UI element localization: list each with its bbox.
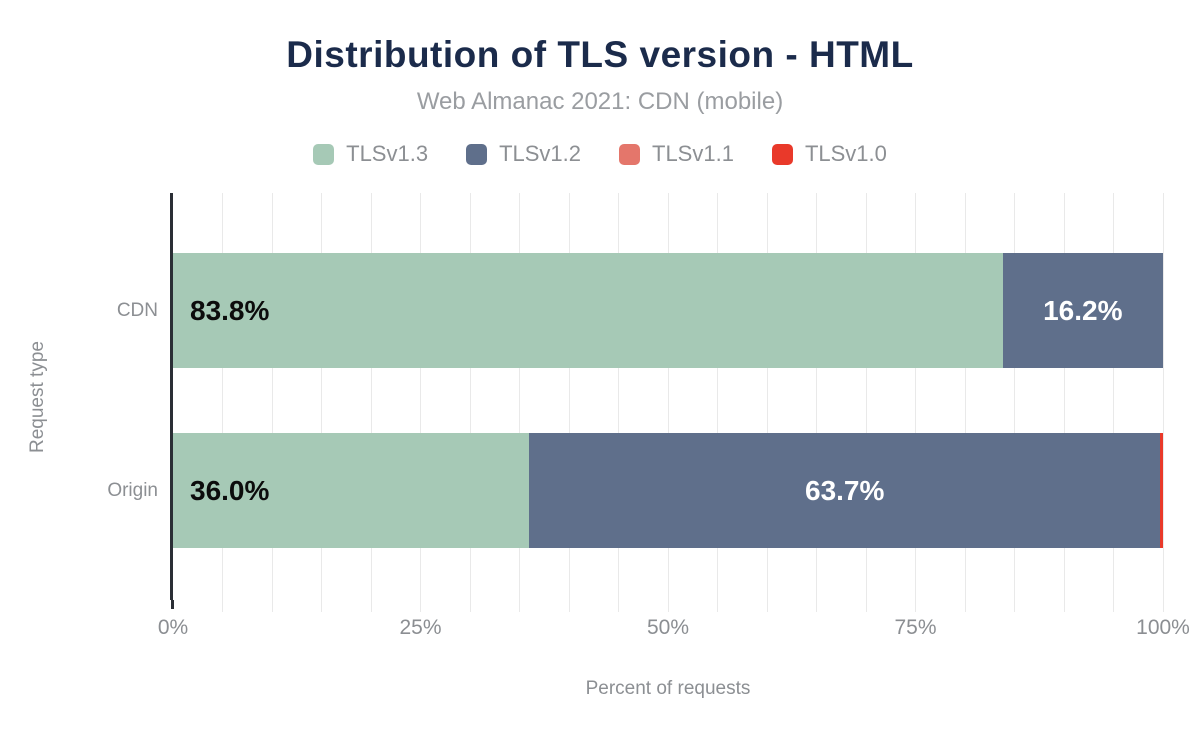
legend-swatch-icon xyxy=(771,143,793,165)
y-axis-line xyxy=(170,193,173,600)
gridline xyxy=(420,193,421,612)
data-label-origin-tlsv1.2: 63.7% xyxy=(805,474,885,506)
legend-item-tlsv1.2: TLSv1.2 xyxy=(466,141,581,167)
gridline xyxy=(321,193,322,612)
legend-swatch-icon xyxy=(313,143,335,165)
x-tick-label-25: 25% xyxy=(399,616,442,639)
data-label-cdn-tlsv1.2: 16.2% xyxy=(1043,294,1123,326)
gridline xyxy=(816,193,817,612)
legend-label: TLSv1.1 xyxy=(652,141,734,166)
gridline xyxy=(271,193,273,612)
gridline xyxy=(568,193,570,612)
gridline xyxy=(1014,193,1015,612)
x-axis-title: Percent of requests xyxy=(585,678,751,699)
legend-item-tlsv1.1: TLSv1.1 xyxy=(619,141,734,167)
x-tick-label-50: 50% xyxy=(646,616,690,639)
bar-segment-cdn-tlsv1.2: 16.2% xyxy=(1002,253,1163,368)
gridline xyxy=(469,193,471,612)
legend-item-tlsv1.3: TLSv1.3 xyxy=(313,141,428,167)
chart-title: Distribution of TLS version - HTML xyxy=(286,34,914,75)
gridline xyxy=(717,193,718,612)
x-axis-zero-tick xyxy=(171,600,174,609)
gridline xyxy=(1113,193,1114,612)
legend-item-tlsv1.0: TLSv1.0 xyxy=(771,141,887,167)
plot-area: 83.8% 16.2% CDN 36.0% 63.7% Origin 0% 25% 50% 75%… xyxy=(107,193,1190,639)
gridline xyxy=(915,193,916,612)
bar-row-cdn: 83.8% 16.2% xyxy=(173,253,1163,368)
data-label-cdn-tlsv1.3: 83.8% xyxy=(190,294,270,326)
legend-label: TLSv1.3 xyxy=(346,141,429,166)
y-axis-title: Request type xyxy=(27,341,48,453)
x-tick-label-100: 100% xyxy=(1136,616,1190,639)
gridline xyxy=(519,193,520,612)
gridline xyxy=(667,193,669,612)
category-label-cdn: CDN xyxy=(116,300,158,321)
bar-segment-cdn-tlsv1.3: 83.8% xyxy=(173,253,1003,368)
gridline xyxy=(1063,193,1065,612)
gridline xyxy=(766,193,768,612)
bar-segment-origin-tlsv1.3: 36.0% xyxy=(173,433,530,548)
data-label-origin-tlsv1.3: 36.0% xyxy=(190,474,270,506)
gridline xyxy=(618,193,619,612)
legend-label: TLSv1.0 xyxy=(804,141,887,166)
gridline xyxy=(865,193,867,612)
x-tick-label-0: 0% xyxy=(157,616,189,639)
legend-swatch-icon xyxy=(619,143,640,165)
legend-swatch-icon xyxy=(466,143,488,165)
category-label-origin: Origin xyxy=(107,480,158,501)
bar-segment-origin-tlsv1.0 xyxy=(1160,433,1163,548)
x-tick-label-75: 75% xyxy=(894,616,937,639)
chart-legend: TLSv1.3 TLSv1.2 TLSv1.1 TLSv1.0 xyxy=(0,141,1200,167)
gridline xyxy=(1162,193,1164,612)
legend-label: TLSv1.2 xyxy=(499,141,581,166)
chart-subtitle: Web Almanac 2021: CDN (mobile) xyxy=(416,88,784,115)
bar-segment-origin-tlsv1.2: 63.7% xyxy=(529,433,1161,548)
gridline xyxy=(370,193,372,612)
bar-row-origin: 36.0% 63.7% xyxy=(173,433,1163,548)
gridline xyxy=(222,193,223,612)
gridline xyxy=(964,193,966,612)
